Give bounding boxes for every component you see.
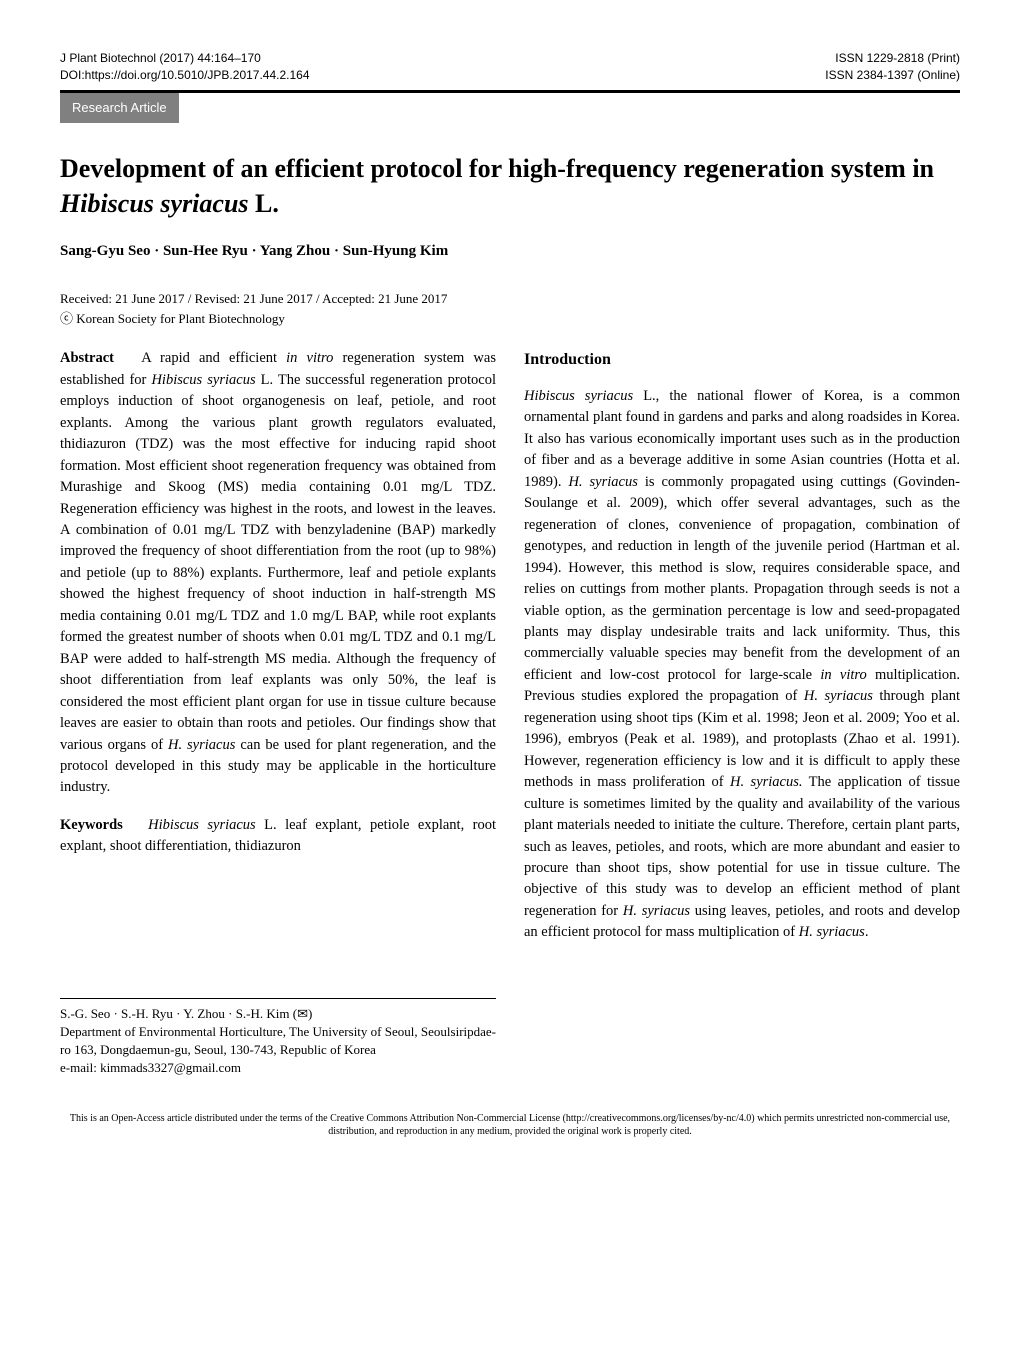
header-right: ISSN 1229-2818 (Print) ISSN 2384-1397 (O… (825, 50, 960, 84)
left-column: Abstract A rapid and efficient in vitro … (60, 348, 496, 1077)
abstract-text-a: A rapid and efficient (141, 350, 286, 366)
right-column: Introduction Hibiscus syriacus L., the n… (524, 348, 960, 1077)
corr-affiliation: Department of Environmental Horticulture… (60, 1023, 496, 1059)
intro-text-f: The application of tissue culture is som… (524, 774, 960, 919)
title-italic: Hibiscus syriacus (60, 189, 249, 218)
intro-italic-2: H. syriacus (568, 474, 637, 490)
issn-online: ISSN 2384-1397 (Online) (825, 67, 960, 84)
two-column-body: Abstract A rapid and efficient in vitro … (60, 348, 960, 1077)
intro-text-h: . (865, 924, 869, 940)
abstract-paragraph: Abstract A rapid and efficient in vitro … (60, 348, 496, 799)
journal-ref: J Plant Biotechnol (2017) 44:164–170 (60, 50, 310, 67)
title-text-pre: Development of an efficient protocol for… (60, 154, 934, 183)
issn-print: ISSN 1229-2818 (Print) (825, 50, 960, 67)
intro-italic-6: H. syriacus (623, 903, 690, 919)
introduction-paragraph: Hibiscus syriacus L., the national flowe… (524, 386, 960, 944)
introduction-heading: Introduction (524, 348, 960, 372)
keywords-paragraph: Keywords Hibiscus syriacus L. leaf expla… (60, 815, 496, 858)
article-title: Development of an efficient protocol for… (60, 151, 960, 221)
page-header: J Plant Biotechnol (2017) 44:164–170 DOI… (60, 50, 960, 84)
copyright-line: ⓒ Korean Society for Plant Biotechnology (60, 310, 960, 328)
abstract-italic-2: Hibiscus syriacus (151, 372, 255, 388)
intro-italic-5: H. syriacus. (730, 774, 802, 790)
author-list: Sang-Gyu Seo · Sun-Hee Ryu · Yang Zhou ·… (60, 241, 960, 262)
header-divider (60, 90, 960, 93)
intro-text-c: is commonly propagated using cuttings (G… (524, 474, 960, 683)
doi: DOI:https://doi.org/10.5010/JPB.2017.44.… (60, 67, 310, 84)
correspondence-block: S.-G. Seo · S.-H. Ryu · Y. Zhou · S.-H. … (60, 998, 496, 1078)
intro-italic-1: Hibiscus syriacus (524, 388, 633, 404)
intro-italic-4: H. syriacus (804, 688, 873, 704)
research-article-badge: Research Article (60, 93, 179, 123)
keywords-italic: Hibiscus syriacus (148, 817, 256, 833)
header-left: J Plant Biotechnol (2017) 44:164–170 DOI… (60, 50, 310, 84)
intro-italic-7: H. syriacus (799, 924, 865, 940)
abstract-italic-1: in vitro (286, 350, 333, 366)
keywords-rest: L. leaf explant, petiole explant, root e… (60, 817, 496, 854)
abstract-text-c: L. The successful regeneration protocol … (60, 372, 496, 753)
corr-email: e-mail: kimmads3327@gmail.com (60, 1059, 496, 1077)
title-text-post: L. (249, 189, 279, 218)
intro-italic-3: in vitro (820, 667, 866, 683)
abstract-italic-3: H. syriacus (168, 737, 235, 753)
received-dates: Received: 21 June 2017 / Revised: 21 Jun… (60, 290, 960, 308)
keywords-label: Keywords (60, 817, 123, 833)
open-access-license: This is an Open-Access article distribut… (60, 1112, 960, 1139)
corr-authors: S.-G. Seo · S.-H. Ryu · Y. Zhou · S.-H. … (60, 1005, 496, 1023)
abstract-label: Abstract (60, 350, 114, 366)
